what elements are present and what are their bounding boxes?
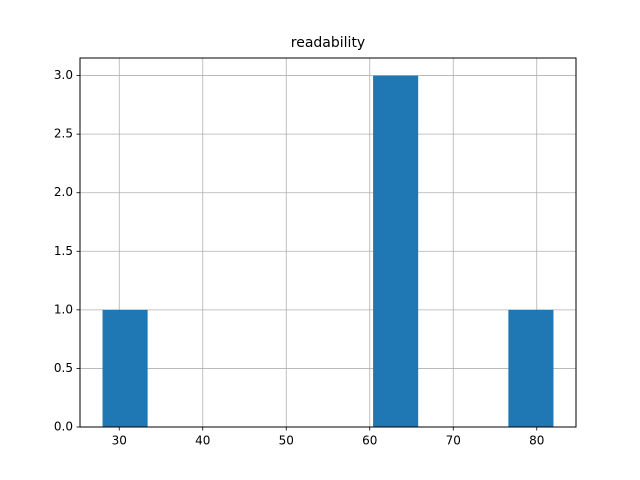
grid	[80, 58, 576, 428]
y-tick-label: 3.0	[54, 68, 73, 82]
y-tick-label: 0.0	[54, 420, 73, 434]
y-tick-label: 2.5	[54, 127, 73, 141]
bar	[508, 309, 554, 427]
bar	[373, 75, 419, 428]
bars	[102, 75, 554, 428]
x-tick-label: 60	[362, 434, 377, 448]
y-tick-label: 1.5	[54, 244, 73, 258]
chart-title: readability	[291, 35, 365, 51]
y-tick-label: 1.0	[54, 302, 73, 316]
y-tick-label: 0.5	[54, 361, 73, 375]
axes-frame	[79, 57, 577, 428]
x-tick-label: 70	[446, 434, 461, 448]
x-tick-label: 80	[529, 434, 544, 448]
x-tick-label: 40	[195, 434, 210, 448]
x-tick-label: 30	[112, 434, 127, 448]
ticks: 30 40 50 60 70 80 0.0 0.5 1.0 1.5 2.0 2.5 3.0	[54, 68, 544, 447]
bar	[102, 309, 148, 427]
x-tick-label: 50	[279, 434, 294, 448]
y-tick-label: 2.0	[54, 185, 73, 199]
